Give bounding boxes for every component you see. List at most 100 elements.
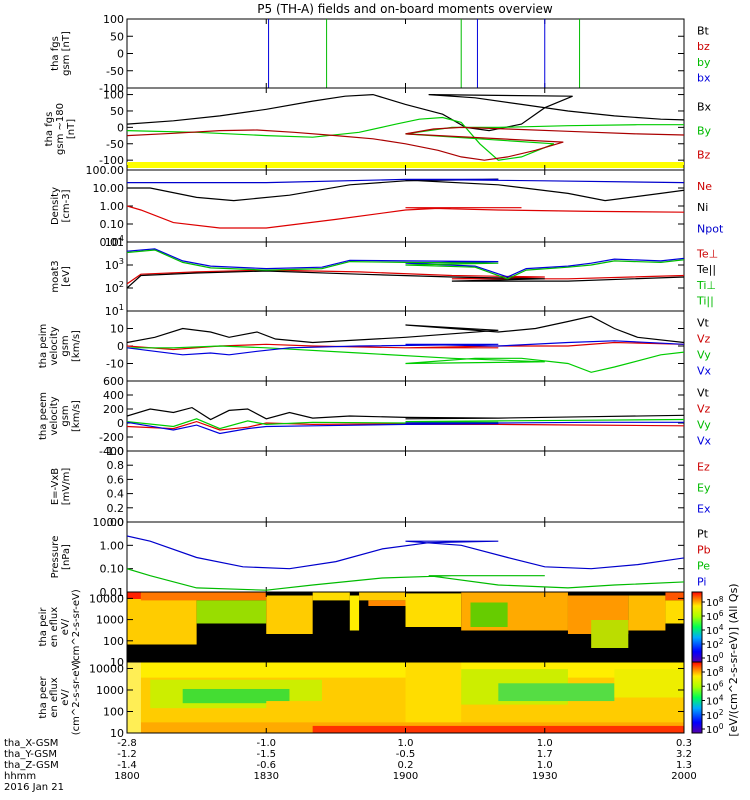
y-axis-label: [eV]	[61, 266, 72, 287]
y-tick-label: 0.4	[107, 488, 125, 501]
colorbar-label: [eV/(cm^2-s-sr-eV)] (All Qs)	[727, 583, 740, 736]
y-axis-label: eV/	[60, 618, 71, 635]
y-tick-label: 100	[103, 635, 124, 648]
y-tick-label: 10.00	[93, 516, 125, 529]
x-row-value: 1800	[114, 771, 139, 782]
series-group	[127, 315, 684, 373]
x-row-label: hhmm	[4, 771, 36, 782]
y-axis-label: [nT]	[66, 119, 77, 139]
series-Vy-line	[127, 345, 684, 373]
panel-frame	[126, 241, 685, 312]
x-row-label: tha_Y-GSM	[4, 749, 57, 760]
x-row-value: 0.3	[676, 738, 692, 749]
y-tick-label: 0	[117, 340, 124, 353]
legend-label: Pi	[697, 575, 706, 588]
colorbar-tick-label: 100	[706, 651, 724, 666]
y-tick-label: 0	[117, 48, 124, 61]
y-axis-label: tha fgs	[44, 112, 55, 147]
y-tick-label: -50	[106, 65, 124, 78]
series-Vx-line	[127, 421, 684, 435]
spectrogram-ion	[127, 592, 684, 662]
x-row-value: -1.5	[256, 749, 276, 760]
colorbar-electron	[691, 661, 703, 734]
date-label: 2016 Jan 21	[4, 782, 64, 793]
y-axis-label: Density	[50, 187, 61, 225]
series-Vt-line	[127, 315, 684, 345]
colorbar-tick-label: 102	[706, 707, 724, 722]
y-tick-label: 50	[110, 30, 124, 43]
flux-block	[665, 600, 684, 624]
y-tick-label: 0.10	[100, 218, 125, 231]
y-tick-label: 10.00	[93, 182, 125, 195]
y-axis-label: gsm	[60, 405, 71, 426]
x-row-value: 1.7	[537, 749, 553, 760]
legend-label: Pt	[697, 528, 709, 541]
flux-block	[140, 592, 267, 601]
y-tick-label: 1.00	[100, 200, 125, 213]
legend-label: Ti||	[696, 295, 714, 308]
panel-7: 1.00.80.6 0.40.20.0 E=-VxB [mV/m] Ez Ey Ex	[50, 445, 711, 529]
colorbar-tick-label: 104	[706, 693, 724, 708]
y-tick-label: 0	[117, 121, 124, 134]
y-tick-label: 0	[117, 417, 124, 430]
x-row-value: -1.0	[256, 738, 276, 749]
y-tick-label: 1.00	[100, 539, 125, 552]
y-axis-label: en eflux	[49, 607, 60, 647]
x-row-value: 1930	[532, 771, 557, 782]
panel-8: 10.00 1.00 0.10 0.01 Pressure [nPa] Pt Pb Pe Pi	[50, 516, 711, 599]
colorbar-tick-label: 104	[706, 623, 724, 638]
y-tick-label: 400	[103, 389, 124, 402]
y-axis-label: tha peir	[38, 607, 49, 647]
y-tick-label: 10	[110, 323, 124, 336]
y-axis-label: moat3	[50, 260, 61, 292]
y-axis-label: [km/s]	[71, 400, 82, 432]
series-group	[127, 406, 684, 435]
y-tick-label: 102	[105, 279, 124, 295]
y-tick-label: 1000	[96, 614, 124, 627]
y-tick-label: -100	[99, 82, 124, 95]
x-row-value: 1.0	[537, 738, 553, 749]
y-axis-label: [mV/m]	[61, 468, 72, 506]
y-tick-label: -100	[99, 154, 124, 167]
legend-label: Bz	[697, 149, 711, 162]
series-Bx-line	[127, 93, 684, 132]
series-Ne-line	[127, 205, 684, 229]
legend-label: Vx	[697, 364, 712, 377]
y-tick-label: 200	[103, 403, 124, 416]
series-Te||-line	[127, 270, 684, 289]
x-row-value: -2.8	[117, 738, 137, 749]
panel-frame	[126, 87, 685, 171]
y-axis-label: [km/s]	[71, 330, 82, 362]
y-axis-label: [cm-3]	[61, 189, 72, 222]
series-Te⊥-line	[127, 269, 684, 285]
flux-block	[349, 595, 360, 631]
flux-block	[127, 592, 141, 599]
legend-label: Ey	[697, 482, 711, 495]
panel-1: 100 50 0 -50 -100 tha fgs gsm [nT] Bt bz by bx	[50, 13, 711, 95]
legend-label: Te||	[696, 263, 716, 276]
panel-3: 100.00 10.00 1.00 0.10 0.01 Density [cm-3] Ne Ni…	[50, 164, 724, 249]
y-axis-label: velocity	[49, 326, 60, 365]
flux-block	[628, 595, 666, 631]
y-tick-label: 600	[103, 375, 124, 388]
series-Ti||-line	[127, 245, 684, 280]
series-Pi-line	[127, 535, 684, 570]
colorbar-ion	[691, 591, 703, 663]
series-Vt-line	[127, 406, 684, 421]
x-row-value: 1900	[393, 771, 418, 782]
y-tick-label: -50	[106, 138, 124, 151]
y-tick-label: 0.10	[100, 563, 125, 576]
colorbar-tick-label: 102	[706, 637, 724, 652]
legend-label: Vy	[697, 349, 711, 362]
flux-block	[196, 600, 267, 624]
flux-block	[312, 725, 684, 733]
y-axis-label: gsm	[60, 335, 71, 356]
y-axis-label: tha peem	[38, 392, 49, 440]
y-axis-label: (cm^2-s-sr-eV)	[71, 660, 82, 736]
y-tick-label: -200	[99, 431, 124, 444]
legend-label: Vz	[697, 333, 711, 346]
